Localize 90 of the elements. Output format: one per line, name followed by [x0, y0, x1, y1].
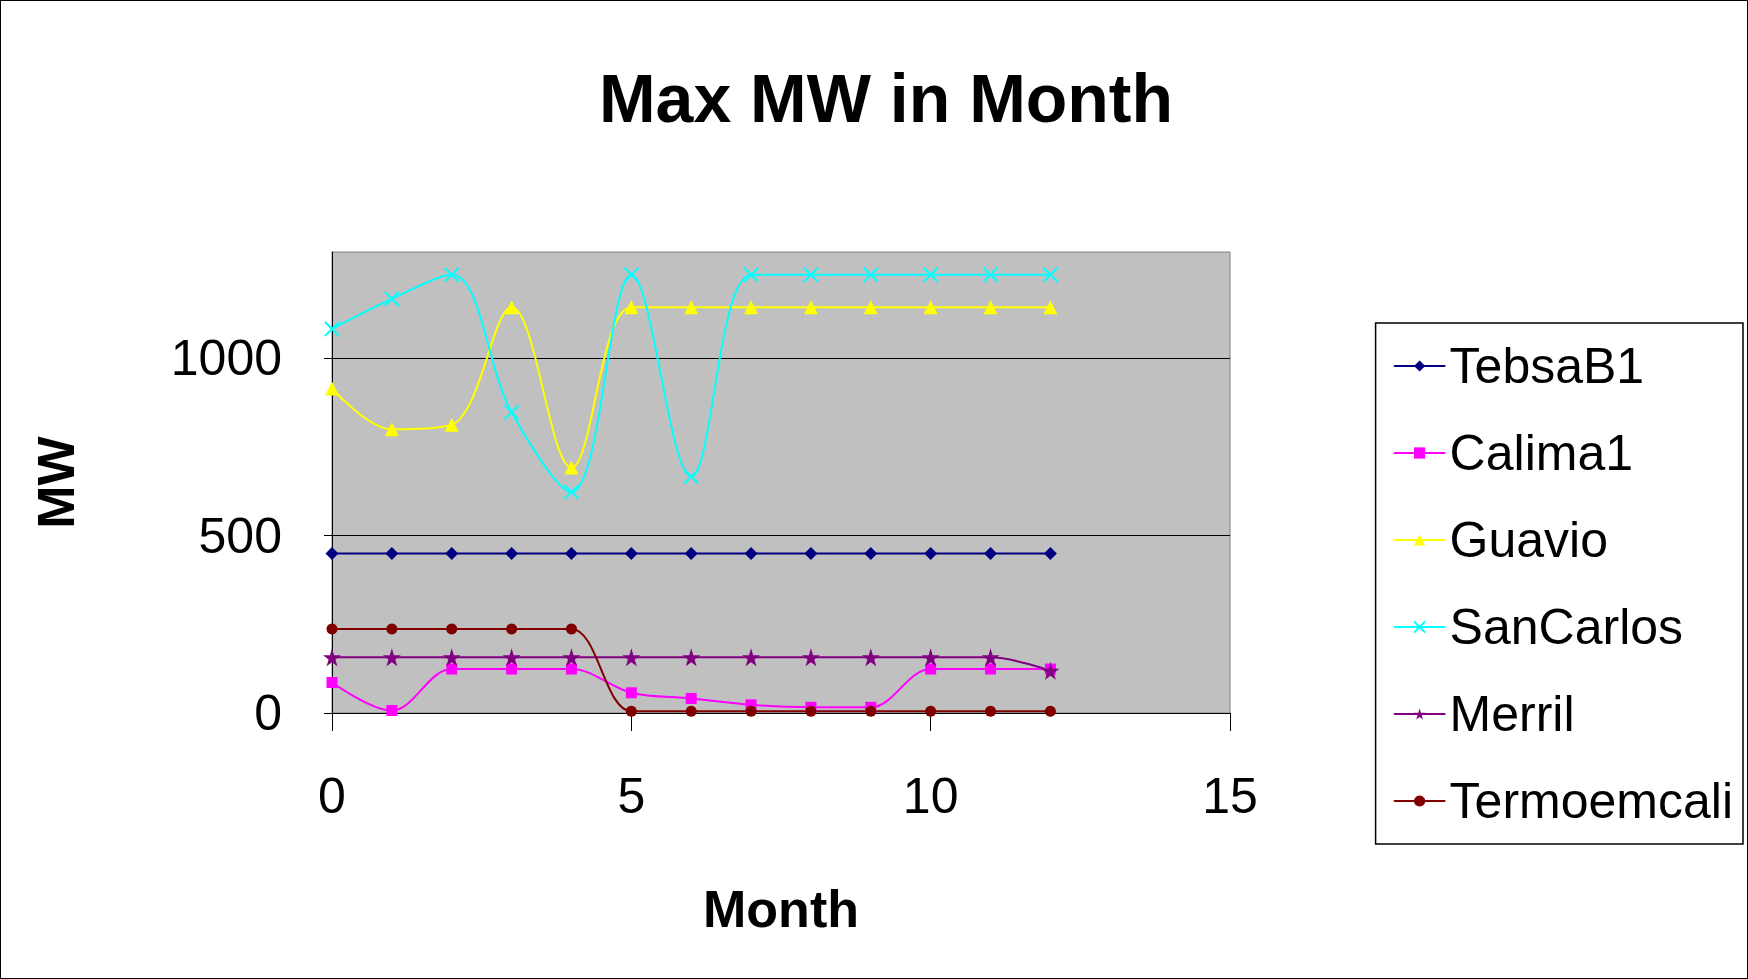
point	[682, 648, 701, 667]
legend-label: Termoemcali	[1449, 773, 1734, 829]
point	[323, 648, 341, 667]
point	[505, 546, 519, 560]
point	[385, 546, 399, 560]
point	[925, 705, 937, 717]
y-axis-title: MW	[27, 435, 85, 529]
point	[804, 546, 818, 560]
legend-label: Calima1	[1449, 425, 1634, 481]
point	[384, 422, 399, 437]
point	[386, 623, 398, 635]
point	[744, 300, 759, 315]
y-tick-label: 0	[254, 685, 282, 741]
point	[863, 300, 878, 315]
legend-label: SanCarlos	[1449, 599, 1684, 655]
point	[803, 300, 818, 315]
point	[1043, 546, 1057, 560]
point	[624, 300, 639, 315]
legend-label: Guavio	[1449, 512, 1609, 568]
point	[742, 648, 761, 667]
point	[985, 663, 997, 675]
point	[1043, 300, 1058, 315]
point	[564, 460, 579, 475]
x-tick-label: 0	[318, 768, 346, 824]
point	[326, 623, 338, 635]
point	[923, 300, 938, 315]
point	[862, 266, 879, 283]
x-tick-label: 10	[902, 768, 959, 824]
point	[446, 623, 458, 635]
point	[383, 290, 400, 307]
point	[444, 417, 459, 432]
point	[683, 468, 700, 485]
point	[1042, 266, 1059, 283]
x-tick-label: 5	[617, 768, 646, 824]
point	[985, 705, 997, 717]
x-tick-label: 15	[1202, 768, 1258, 824]
point	[925, 663, 937, 675]
point	[506, 663, 518, 675]
point	[624, 546, 638, 560]
point	[684, 300, 699, 315]
point	[622, 648, 641, 667]
x-axis-title: Month	[703, 880, 859, 938]
chart-title: Max MW in Month	[598, 60, 1174, 136]
point	[502, 648, 521, 667]
point	[743, 266, 760, 283]
point	[922, 266, 939, 283]
point	[982, 266, 999, 283]
point	[685, 705, 697, 717]
point	[865, 705, 877, 717]
point	[442, 648, 461, 667]
point	[565, 623, 577, 635]
point	[623, 266, 640, 283]
y-tick-label: 1000	[170, 330, 282, 387]
legend-label: Merril	[1449, 686, 1575, 742]
legend-label: TebsaB1	[1449, 338, 1645, 394]
point	[745, 705, 757, 717]
point	[324, 320, 340, 337]
point	[506, 623, 518, 635]
point	[864, 546, 878, 560]
point	[325, 381, 339, 396]
point	[504, 300, 519, 315]
point	[326, 677, 338, 688]
point	[625, 705, 637, 717]
point	[805, 705, 817, 717]
point	[446, 663, 458, 675]
point	[443, 266, 460, 283]
point	[983, 300, 998, 315]
point	[562, 648, 581, 667]
point	[382, 648, 401, 667]
point	[1044, 705, 1056, 717]
point	[1041, 661, 1060, 680]
point	[625, 687, 637, 699]
point	[684, 546, 698, 560]
point	[802, 266, 819, 283]
point	[801, 648, 820, 667]
point	[565, 663, 577, 675]
point	[981, 648, 1000, 667]
point	[325, 546, 339, 560]
point	[564, 546, 578, 560]
point	[744, 546, 758, 560]
point	[861, 648, 880, 667]
point	[924, 546, 938, 560]
point	[685, 692, 697, 704]
y-tick-label: 500	[198, 507, 282, 564]
point	[563, 484, 580, 501]
point	[445, 546, 459, 560]
point	[921, 648, 940, 667]
point	[386, 705, 398, 717]
point	[503, 404, 520, 421]
point	[984, 546, 998, 560]
